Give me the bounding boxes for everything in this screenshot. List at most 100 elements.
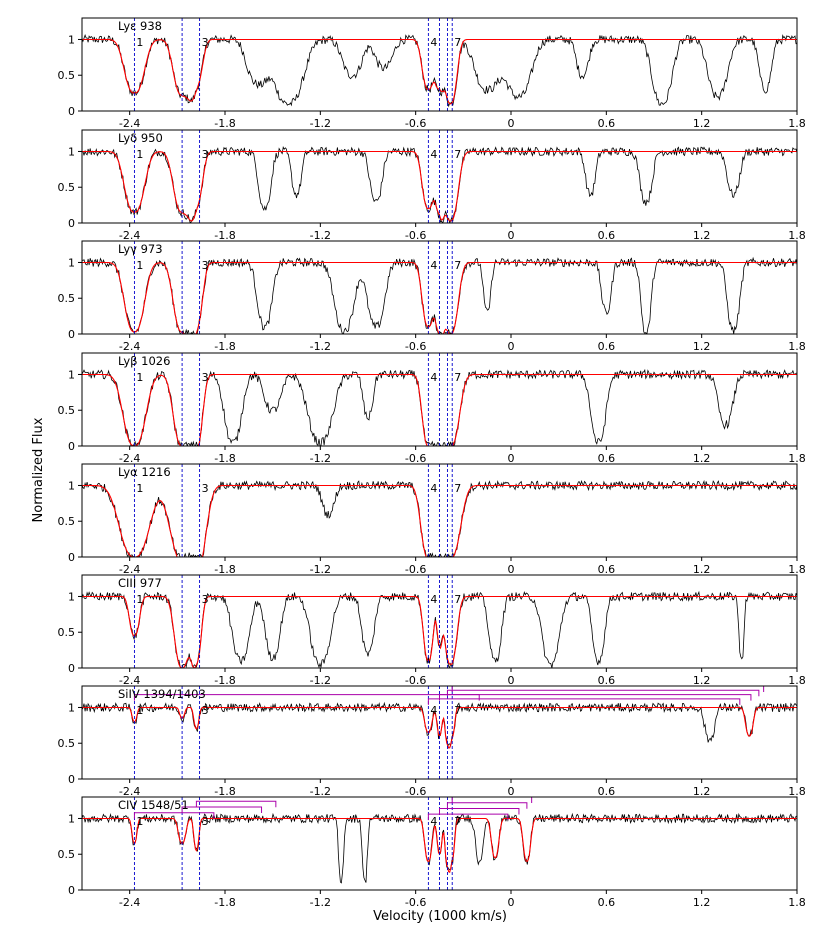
x-tick-label: 0.6 — [598, 340, 616, 353]
x-tick-label: 0 — [508, 563, 515, 576]
x-tick-label: -1.8 — [214, 563, 235, 576]
x-tick-label: 1.2 — [693, 340, 711, 353]
x-tick-label: -2.4 — [119, 563, 140, 576]
component-label: 1 — [136, 148, 143, 161]
x-tick-label: 0 — [508, 117, 515, 130]
x-tick-label: 0.6 — [598, 785, 616, 798]
x-tick-label: -1.2 — [310, 229, 331, 242]
y-axis-label: Normalized Flux — [31, 417, 46, 522]
panel-7: 1 3 4 7 SiIV 1394/1403 0 0.5 1 -2.4 -1.8 -1.2 -0.6 0… — [58, 685, 806, 798]
x-tick-label: -2.4 — [119, 896, 140, 909]
panel-label: Lyγ 973 — [118, 242, 163, 256]
component-label: 3 — [202, 148, 209, 161]
doublet-bracket — [427, 698, 741, 705]
x-tick-label: -1.8 — [214, 674, 235, 687]
x-tick-label: -0.6 — [405, 896, 426, 909]
doublet-bracket — [133, 694, 480, 701]
y-tick-label: 0.5 — [58, 626, 76, 639]
y-tick-label: 0.5 — [58, 848, 76, 861]
panel-label: CIV 1548/51 — [118, 798, 189, 812]
component-label: 7 — [454, 36, 461, 49]
y-tick-label: 0 — [68, 884, 75, 897]
component-label: 3 — [202, 371, 209, 384]
x-tick-label: -1.2 — [310, 340, 331, 353]
y-tick-label: 0 — [68, 105, 75, 118]
x-tick-label: -1.8 — [214, 117, 235, 130]
y-tick-label: 1 — [68, 145, 75, 158]
component-label: 7 — [454, 148, 461, 161]
x-tick-label: -2.4 — [119, 452, 140, 465]
x-tick-label: 1.2 — [693, 563, 711, 576]
model-fit-line — [82, 373, 797, 446]
x-tick-label: -1.2 — [310, 896, 331, 909]
x-tick-label: -0.6 — [405, 785, 426, 798]
component-label: 7 — [454, 815, 461, 828]
doublet-bracket — [446, 689, 760, 697]
component-label: 4 — [430, 148, 437, 161]
x-tick-label: -1.2 — [310, 117, 331, 130]
x-tick-label: 1.8 — [788, 896, 806, 909]
x-tick-label: -2.4 — [119, 229, 140, 242]
x-tick-label: 1.2 — [693, 452, 711, 465]
y-tick-label: 1 — [68, 479, 75, 492]
component-label: 4 — [430, 371, 437, 384]
doublet-bracket — [439, 694, 752, 701]
component-label: 4 — [430, 482, 437, 495]
component-label: 7 — [454, 482, 461, 495]
y-tick-label: 0 — [68, 217, 75, 230]
x-tick-label: 1.8 — [788, 452, 806, 465]
panel-label: Lyβ 1026 — [118, 354, 170, 368]
doublet-bracket — [133, 812, 215, 819]
y-tick-label: 1 — [68, 590, 75, 603]
component-label: 1 — [136, 259, 143, 272]
y-tick-label: 1 — [68, 368, 75, 381]
x-tick-label: 1.2 — [693, 896, 711, 909]
x-tick-label: 0.6 — [598, 117, 616, 130]
observed-spectrum-line — [82, 701, 797, 748]
x-axis-label: Velocity (1000 km/s) — [373, 909, 507, 924]
panel-label: Lyδ 950 — [118, 131, 163, 145]
panel-label: Lyα 1216 — [118, 465, 171, 479]
x-tick-label: 0.6 — [598, 674, 616, 687]
panel-frame — [81, 685, 798, 780]
doublet-bracket — [181, 806, 263, 814]
x-tick-label: -0.6 — [405, 674, 426, 687]
panel-1: 1 3 4 7 Lyε 938 0 0.5 1 -2.4 -1.8 -1.2 -0.6 0 0.6 1.2 1… — [58, 17, 806, 130]
component-label: 1 — [136, 704, 143, 717]
y-tick-label: 1 — [68, 33, 75, 46]
x-tick-label: 0 — [508, 785, 515, 798]
panel-6: 1 3 4 7 CIII 977 0 0.5 1 -2.4 -1.8 -1.2 -0.6 0 0.6 1.2… — [58, 574, 806, 687]
y-tick-label: 0 — [68, 328, 75, 341]
y-tick-label: 0 — [68, 662, 75, 675]
component-label: 3 — [202, 593, 209, 606]
panel-frame — [81, 463, 798, 558]
x-tick-label: 0 — [508, 896, 515, 909]
y-tick-label: 0 — [68, 551, 75, 564]
x-tick-label: 1.8 — [788, 229, 806, 242]
y-tick-label: 0 — [68, 773, 75, 786]
y-tick-label: 0.5 — [58, 181, 76, 194]
panel-frame — [81, 796, 798, 891]
x-tick-label: -1.8 — [214, 785, 235, 798]
y-tick-label: 1 — [68, 256, 75, 269]
x-tick-label: -1.2 — [310, 674, 331, 687]
panel-label: SiIV 1394/1403 — [118, 687, 206, 701]
x-tick-label: -1.2 — [310, 563, 331, 576]
x-tick-label: -1.8 — [214, 452, 235, 465]
x-tick-label: -0.6 — [405, 117, 426, 130]
panel-frame — [81, 240, 798, 335]
panel-8: 1 3 4 7 CIV 1548/51 0 0.5 1 -2.4 -1.8 -1.2 -0.6 0 0.6… — [58, 796, 806, 909]
y-tick-label: 0.5 — [58, 69, 76, 82]
doublet-bracket — [446, 802, 528, 809]
y-tick-label: 0.5 — [58, 515, 76, 528]
component-label: 7 — [454, 704, 461, 717]
component-label: 3 — [202, 36, 209, 49]
component-label: 7 — [454, 593, 461, 606]
doublet-bracket — [427, 813, 509, 821]
x-tick-label: 0.6 — [598, 563, 616, 576]
component-label: 1 — [136, 815, 143, 828]
doublet-bracket — [451, 796, 533, 803]
component-label: 3 — [202, 815, 209, 828]
component-label: 1 — [136, 593, 143, 606]
